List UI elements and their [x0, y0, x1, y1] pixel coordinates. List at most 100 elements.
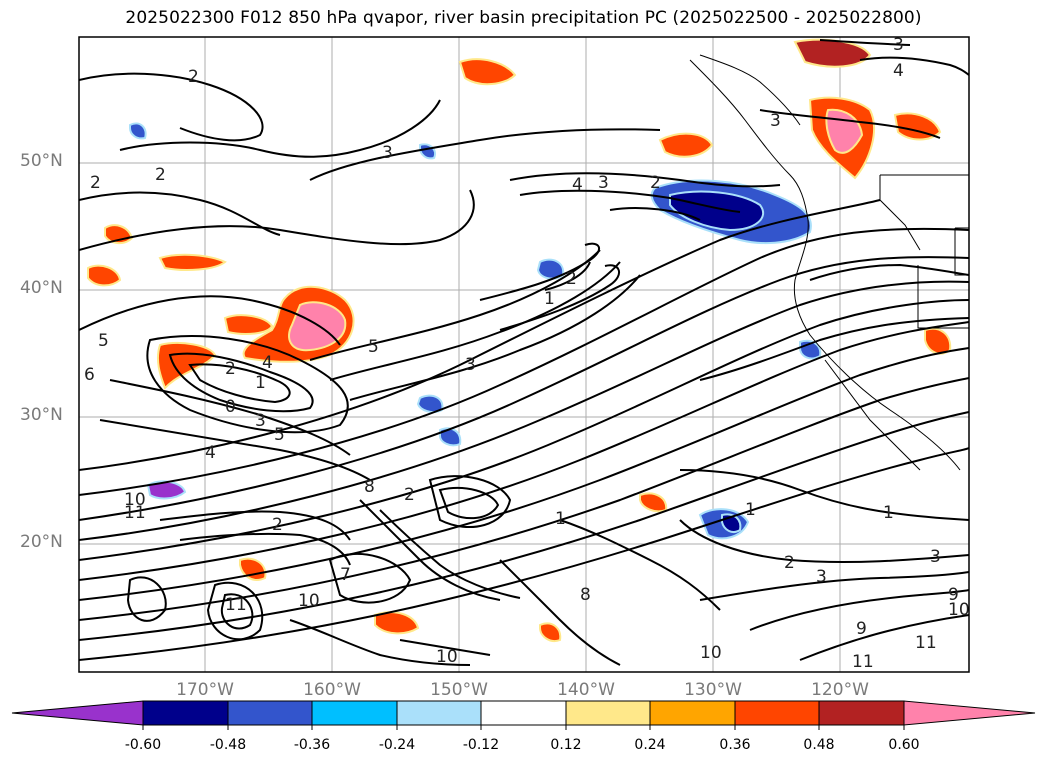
contour-line	[559, 519, 721, 611]
contour-label: 2	[650, 173, 661, 193]
contour-label: 8	[364, 477, 375, 497]
latitude-label: 50°N	[20, 151, 63, 171]
colorbar-label: -0.24	[378, 737, 416, 753]
contour-line	[220, 593, 254, 630]
contour-line	[349, 274, 641, 401]
contour-line	[79, 411, 969, 641]
colorbar-segment	[734, 700, 820, 726]
longitude-label: 120°W	[811, 680, 869, 700]
colorbar-label: -0.12	[462, 737, 500, 753]
contour-label: 9	[948, 585, 959, 605]
contour-label: 10	[948, 600, 970, 620]
contour-line	[309, 249, 601, 361]
colorbar-segment	[142, 700, 229, 726]
contour-line	[479, 242, 600, 301]
shading-positive	[239, 557, 267, 581]
contour-line	[679, 469, 969, 521]
contour-line	[109, 379, 351, 456]
contour-line	[188, 363, 291, 404]
coastline	[824, 359, 921, 471]
contour-label: 4	[893, 61, 904, 81]
colorbar-label: 0.60	[888, 737, 920, 753]
colorbar-label: 0.12	[550, 737, 582, 753]
contour-line	[79, 199, 881, 471]
contour-line	[509, 172, 781, 188]
contour-label: 2	[272, 515, 283, 535]
contour-label: 11	[225, 595, 247, 615]
contour-line	[79, 299, 969, 561]
colorbar-label: -0.60	[124, 737, 162, 753]
coastline	[699, 54, 801, 126]
contour-line	[329, 261, 621, 381]
latitude-label: 30°N	[20, 405, 63, 425]
colorbar-label: -0.36	[293, 737, 331, 753]
contour-label: 10	[436, 647, 458, 667]
contour-line	[759, 109, 941, 139]
contour-line	[79, 72, 264, 142]
contour-label: 4	[262, 353, 273, 373]
shading-negative	[669, 190, 765, 232]
contour-label: 1	[555, 509, 566, 529]
contour-label: 7	[340, 565, 351, 585]
qvapor-contours	[79, 39, 969, 666]
contour-label: 6	[84, 365, 95, 385]
contour-line	[99, 419, 371, 481]
longitude-label: 130°W	[684, 680, 742, 700]
contour-line	[79, 189, 475, 251]
contour-line	[519, 189, 741, 213]
colorbar-segment	[311, 700, 398, 726]
colorbar	[11, 700, 1036, 726]
contour-label: 1	[255, 373, 266, 393]
contour-line	[499, 264, 620, 331]
colorbar-label: 0.48	[803, 737, 835, 753]
contour-label: 2	[188, 67, 199, 87]
shading-positive	[223, 314, 274, 335]
colorbar-segment	[480, 700, 567, 726]
contour-label: 5	[368, 337, 379, 357]
colorbar-segment	[565, 700, 651, 726]
contour-line	[79, 347, 969, 601]
colorbar-segment	[227, 700, 313, 726]
shading-negative	[129, 122, 147, 140]
contour-label: 8	[580, 585, 591, 605]
shading-positive	[893, 112, 942, 141]
contour-label: 3	[893, 35, 904, 55]
coastline	[954, 227, 969, 276]
contour-label: 1	[745, 500, 756, 520]
contour-label: 3	[382, 143, 393, 163]
shading-positive	[158, 253, 227, 271]
shading-positive	[288, 301, 347, 352]
contour-line	[126, 576, 167, 622]
shading-positive	[924, 327, 952, 355]
contour-line	[859, 56, 969, 76]
shading-positive	[539, 622, 562, 642]
map-area: 2 2 3 2 4 3 2 3 4 3 5 4 2 1 0 3 5 4 1 2 …	[79, 35, 970, 672]
contour-label: 5	[98, 331, 109, 351]
contour-label: 2	[784, 553, 795, 573]
colorbar-label: -0.48	[209, 737, 247, 753]
longitude-label: 150°W	[430, 680, 488, 700]
contour-label: 2	[90, 173, 101, 193]
coastline	[689, 59, 961, 471]
contour-line	[399, 639, 491, 656]
colorbar-segment	[396, 700, 482, 726]
contour-line	[206, 581, 264, 641]
latitude-label: 20°N	[20, 532, 63, 552]
shading-positive	[658, 132, 714, 158]
contour-label: 11	[915, 633, 937, 653]
contour-line	[499, 559, 621, 666]
contour-label: 2	[566, 269, 577, 289]
contour-label-group: 2 2 3 2 4 3 2 3 4 3 5 4 2 1 0 3 5 4 1 2 …	[84, 35, 970, 672]
contour-label: 1	[544, 289, 555, 309]
contour-line	[609, 207, 701, 221]
coastline	[917, 265, 969, 329]
map-frame	[78, 36, 970, 673]
contour-label: 2	[155, 165, 166, 185]
contour-line	[438, 486, 500, 520]
contour-line	[699, 571, 969, 601]
coastline	[879, 175, 921, 251]
contour-line	[699, 317, 969, 381]
contour-label: 2	[225, 359, 236, 379]
contour-line	[309, 128, 661, 181]
longitude-label: 140°W	[557, 680, 615, 700]
